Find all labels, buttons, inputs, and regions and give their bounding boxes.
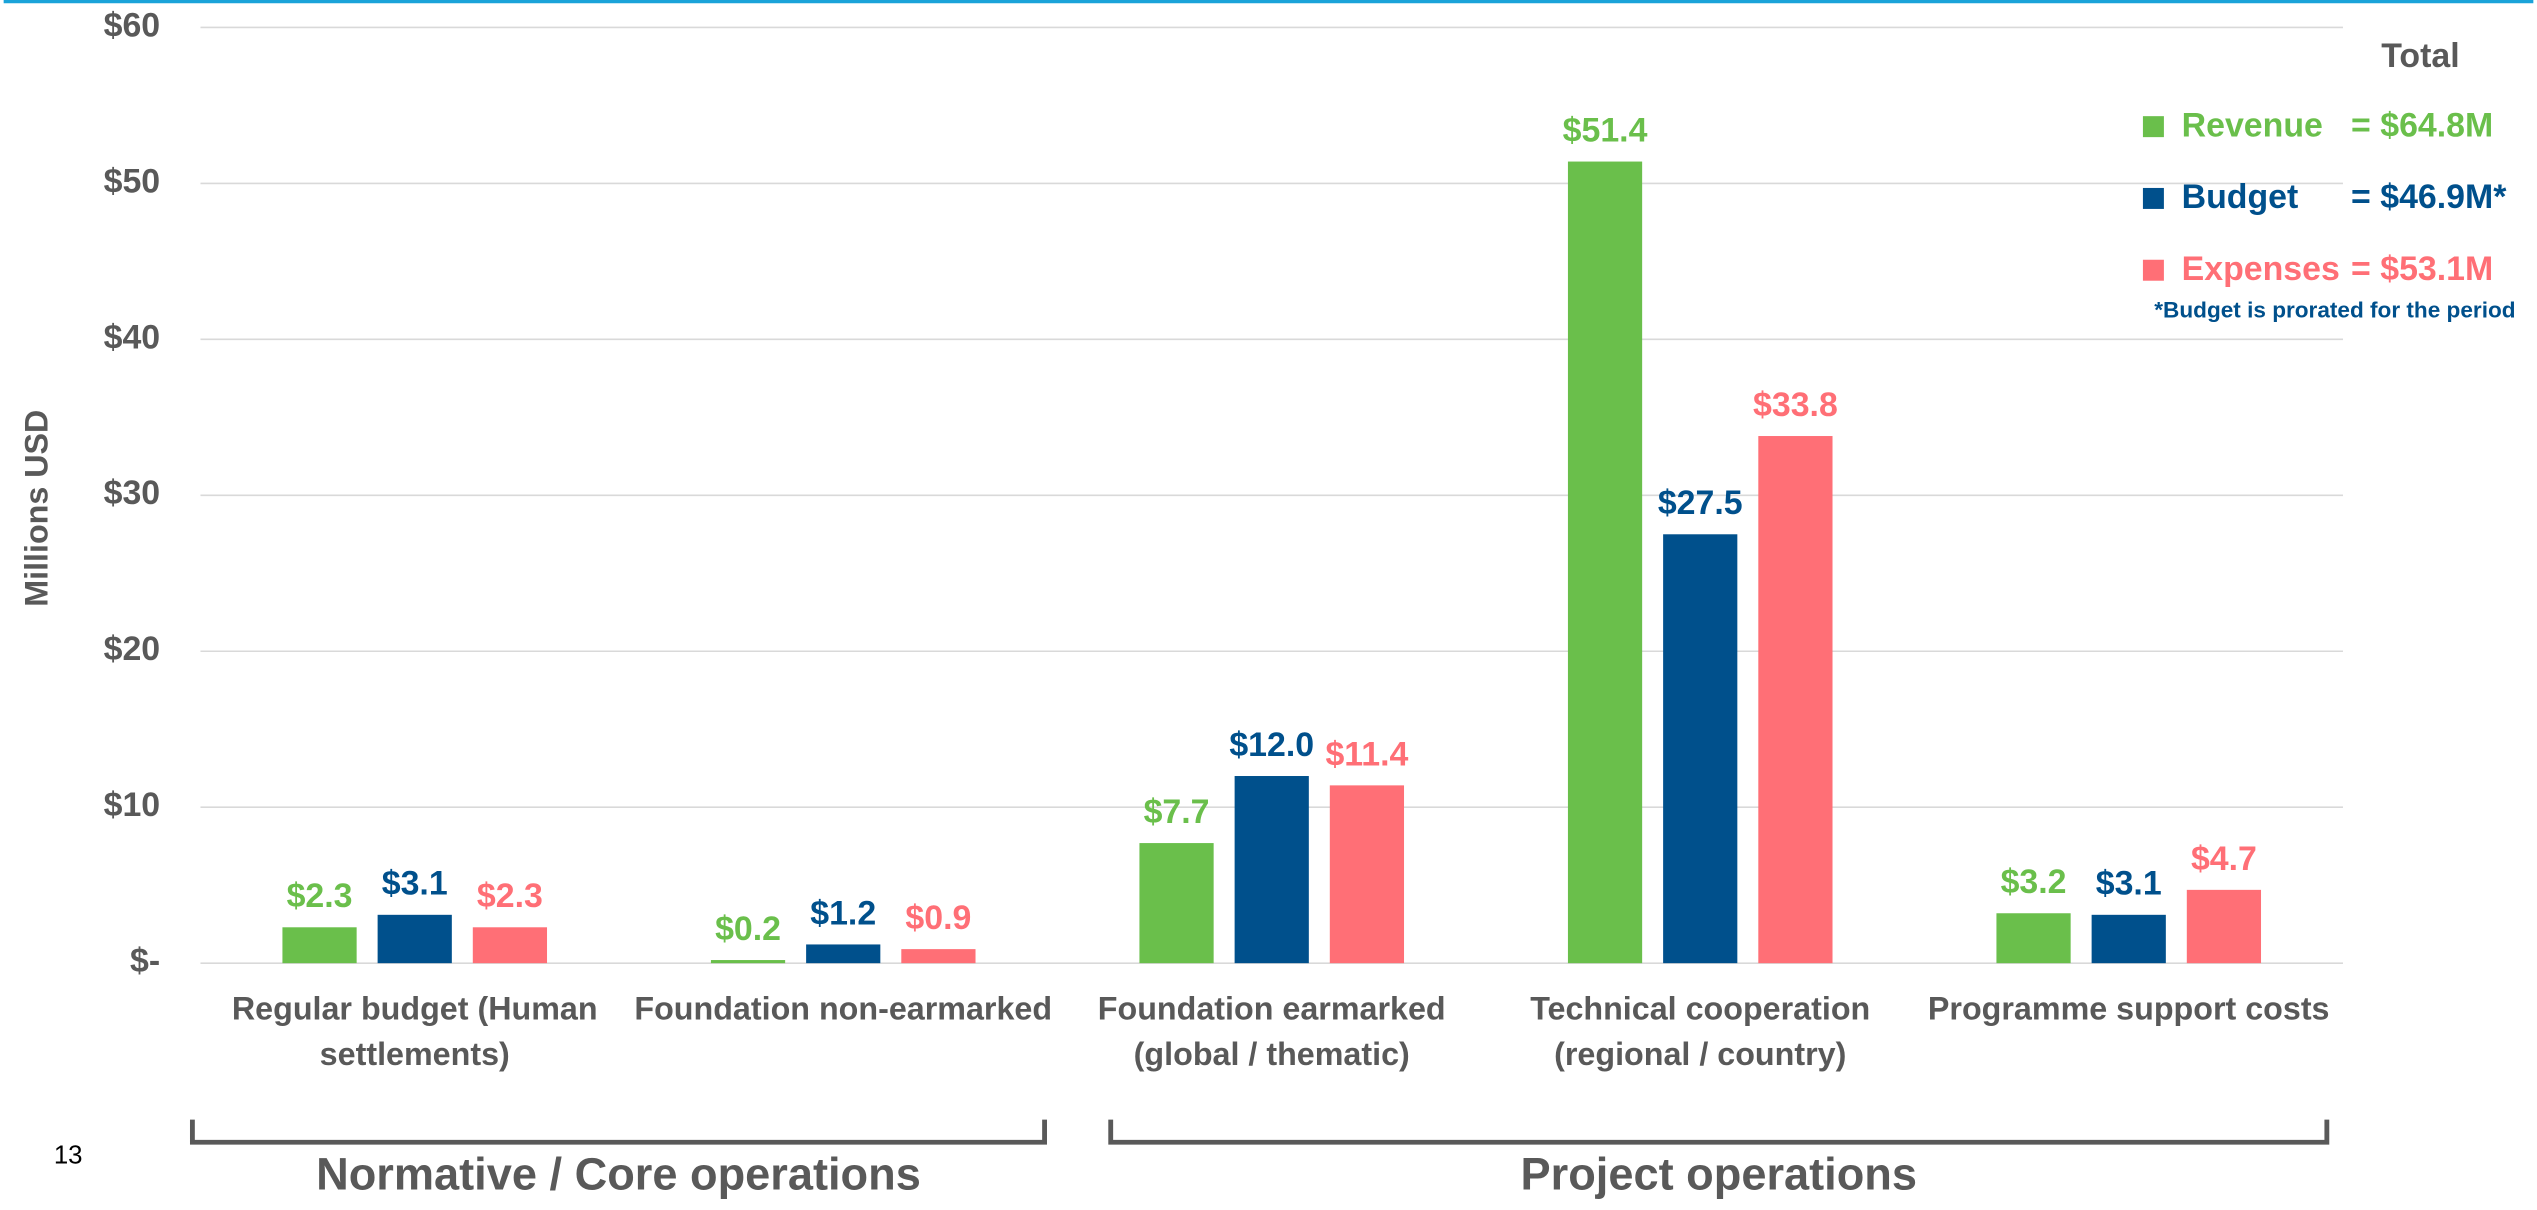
y-tick-label: $50 [104,162,161,200]
legend-label: Revenue [2182,106,2323,144]
legend-swatch [2142,116,2164,138]
y-tick-label: $30 [104,474,161,512]
data-label: $33.8 [1753,386,1838,424]
y-tick-label: $10 [104,786,161,824]
bar [806,944,881,964]
bar [1567,161,1643,964]
data-label: $27.5 [1658,484,1743,522]
x-tick-label: Foundation non-earmarked [634,992,1053,1028]
data-label: $12.0 [1229,726,1314,764]
y-tick-label: $20 [104,630,161,668]
bar [1996,913,2071,964]
x-tick-label: Programme support costs [1927,992,2330,1028]
data-label: $3.1 [382,865,448,903]
x-tick-label-box: Technical cooperation (regional / countr… [1530,992,1871,1073]
bar [472,927,548,964]
group-bracket [189,1119,1047,1145]
data-label: $2.3 [287,877,353,915]
x-tick-label-box: Programme support costs [1927,992,2330,1028]
bar [1758,436,1833,964]
legend-label: Expenses [2182,250,2340,288]
data-label: $3.1 [2096,865,2162,903]
data-label: $7.7 [1144,793,1210,831]
x-tick-label: Foundation earmarked (global / thematic) [1097,992,1446,1073]
legend-label: Budget [2182,178,2299,216]
group-bracket [1108,1119,2330,1145]
legend-swatch [2142,259,2164,281]
bar [2186,889,2262,964]
data-label: $4.7 [2191,840,2257,878]
bar [1329,785,1405,964]
page-number: 13 [54,1142,83,1170]
x-tick-label-box: Foundation non-earmarked [634,992,1053,1028]
y-tick-label: $- [130,942,160,980]
data-label: $11.4 [1325,735,1408,773]
y-tick-label: $40 [104,318,161,356]
legend-total: = $46.9M* [2351,178,2507,216]
data-label: $51.4 [1563,111,1648,149]
legend-title: Total [2381,37,2459,75]
bar [1234,776,1309,964]
legend-swatch [2142,187,2164,209]
legend-note: *Budget is prorated for the period [2154,297,2515,322]
bar [1139,843,1214,964]
data-label: $0.9 [905,899,971,937]
x-tick-label: Regular budget (Human settlements) [231,992,598,1073]
bar [710,960,786,964]
legend-total: = $53.1M [2351,250,2493,288]
bar [2091,914,2166,964]
x-tick-label: Technical cooperation (regional / countr… [1530,992,1871,1073]
data-label: $2.3 [477,877,543,915]
x-tick-label-box: Regular budget (Human settlements) [231,992,598,1073]
bar [1663,534,1738,964]
y-tick-label: $60 [104,6,161,44]
bar [901,949,976,964]
bar [282,927,357,964]
y-axis-label: Millions USD [19,410,55,607]
x-tick-label-box: Foundation earmarked (global / thematic) [1097,992,1446,1073]
group-label: Project operations [1521,1149,1917,1200]
data-label: $0.2 [715,910,781,948]
data-label: $1.2 [810,894,876,932]
group-label: Normative / Core operations [316,1149,921,1200]
bar [377,914,452,964]
data-label: $3.2 [2001,863,2067,901]
legend-total: = $64.8M [2351,106,2493,144]
